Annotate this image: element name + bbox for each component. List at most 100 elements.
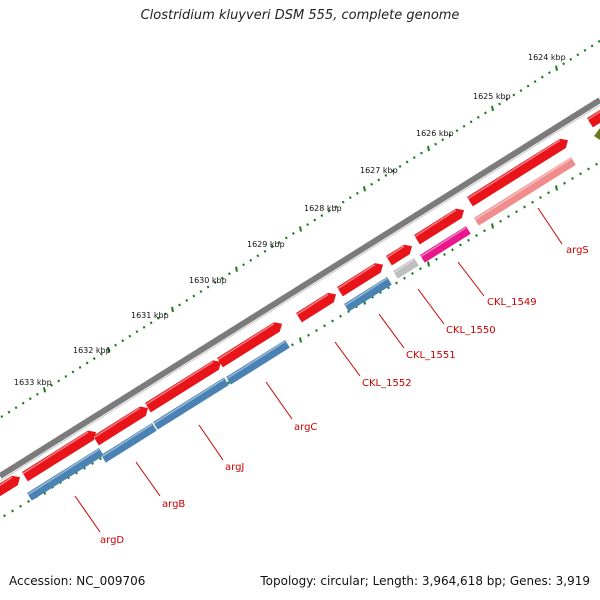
- tick-mark: [227, 381, 230, 385]
- gene-block-highlight: [0, 476, 13, 487]
- tick-mark: [533, 80, 537, 84]
- gene-block: [93, 406, 149, 446]
- tick-mark: [178, 303, 182, 307]
- gene-block-highlight: [145, 361, 214, 406]
- tick-mark: [0, 415, 4, 419]
- tick-mark: [323, 324, 326, 328]
- tick-mark: [507, 215, 510, 218]
- tick-mark: [583, 48, 587, 52]
- tick-mark: [213, 281, 217, 285]
- tick-mark: [227, 272, 231, 276]
- tick-mark: [149, 321, 153, 325]
- tick-mark: [334, 205, 338, 209]
- tick-mark: [107, 346, 110, 353]
- cds-block-highlight: [27, 448, 100, 496]
- tick-mark: [498, 102, 502, 106]
- tick-mark: [339, 314, 342, 318]
- tick-mark: [114, 343, 118, 347]
- tick-mark: [555, 65, 558, 71]
- tick-mark: [523, 205, 526, 209]
- tick-mark: [291, 232, 295, 235]
- gene-label-lines: [74, 207, 563, 533]
- tick-mark: [398, 165, 402, 168]
- tick-mark: [563, 181, 566, 185]
- gene-block: [22, 430, 97, 482]
- cds-block-highlight: [226, 340, 286, 380]
- gene-label: argC: [294, 422, 317, 433]
- gene-block-highlight: [467, 139, 561, 200]
- tick-mark: [348, 196, 352, 200]
- genome-backbone: [0, 97, 600, 479]
- tick-mark: [128, 334, 132, 338]
- tick-mark: [185, 299, 189, 302]
- tick-mark: [320, 214, 324, 218]
- tick-mark: [499, 219, 502, 223]
- tick-mark: [277, 240, 281, 244]
- tick-mark: [315, 329, 318, 332]
- olive-feature-block: [594, 128, 600, 140]
- tick-mark: [475, 234, 478, 237]
- tick-mark: [569, 57, 573, 61]
- ruler-label: 1633 kbp: [14, 378, 52, 387]
- tick-mark: [85, 361, 89, 365]
- gene-labels: argS CKL_1549 CKL_1550 CKL_1551 CKL_1552 argC…: [100, 245, 589, 546]
- cds-block: [27, 447, 104, 501]
- gene-label-line: [265, 381, 293, 420]
- gene-label: CKL_1550: [446, 325, 496, 336]
- tick-mark: [491, 105, 494, 112]
- tick-mark: [327, 209, 331, 213]
- gene-block: [587, 109, 600, 128]
- rna-block-highlight: [474, 158, 572, 221]
- pseudo-block: [393, 257, 419, 279]
- tick-mark: [299, 337, 302, 343]
- gene-block: [296, 292, 337, 323]
- tick-mark: [99, 457, 102, 461]
- tick-mark: [443, 253, 446, 256]
- tick-mark: [515, 210, 518, 214]
- tick-mark: [526, 84, 530, 88]
- tick-mark: [395, 281, 398, 285]
- tick-mark: [14, 406, 18, 410]
- tick-mark: [448, 133, 452, 137]
- gene-label-line: [457, 261, 485, 297]
- tick-mark: [405, 160, 409, 164]
- tick-mark: [306, 223, 310, 226]
- tick-mark: [571, 177, 574, 180]
- gene-label-line: [135, 461, 161, 497]
- tick-mark: [411, 272, 414, 275]
- gene-label-line: [198, 424, 224, 461]
- genome-backbone-shadow: [0, 104, 600, 482]
- tick-mark: [270, 245, 274, 249]
- tick-mark: [419, 151, 423, 155]
- gene-block: [386, 244, 413, 266]
- gene-label: CKL_1551: [406, 350, 456, 361]
- tick-mark: [459, 243, 462, 247]
- tick-mark: [419, 267, 422, 271]
- tick-mark: [331, 319, 334, 323]
- ruler-label: 1631 kbp: [131, 311, 169, 320]
- outer-tick-ring: [0, 39, 600, 419]
- tick-mark: [249, 258, 253, 262]
- tick-mark: [391, 169, 395, 173]
- gene-label-line: [378, 313, 405, 349]
- tick-mark: [427, 261, 430, 267]
- cds-block-highlight: [153, 378, 225, 425]
- tick-mark: [587, 167, 590, 171]
- gene-block-highlight: [386, 245, 405, 259]
- tick-mark: [435, 257, 438, 261]
- tick-mark: [256, 254, 260, 258]
- gene-label: argS: [566, 245, 589, 256]
- gene-block-highlight: [93, 407, 141, 439]
- tick-mark: [512, 93, 516, 97]
- tick-mark: [171, 306, 174, 313]
- gene-label: CKL_1552: [362, 378, 412, 389]
- ruler-labels: 1624 kbp 1625 kbp 1626 kbp 1627 kbp 1628 kbp…: [14, 53, 566, 387]
- gene-label: argJ: [225, 462, 244, 473]
- tick-mark: [50, 383, 54, 387]
- tick-mark: [377, 178, 381, 182]
- tick-mark: [235, 266, 238, 272]
- ruler-label: 1625 kbp: [473, 92, 511, 101]
- tick-mark: [199, 290, 203, 293]
- gene-block: [145, 360, 222, 413]
- tick-mark: [519, 89, 523, 92]
